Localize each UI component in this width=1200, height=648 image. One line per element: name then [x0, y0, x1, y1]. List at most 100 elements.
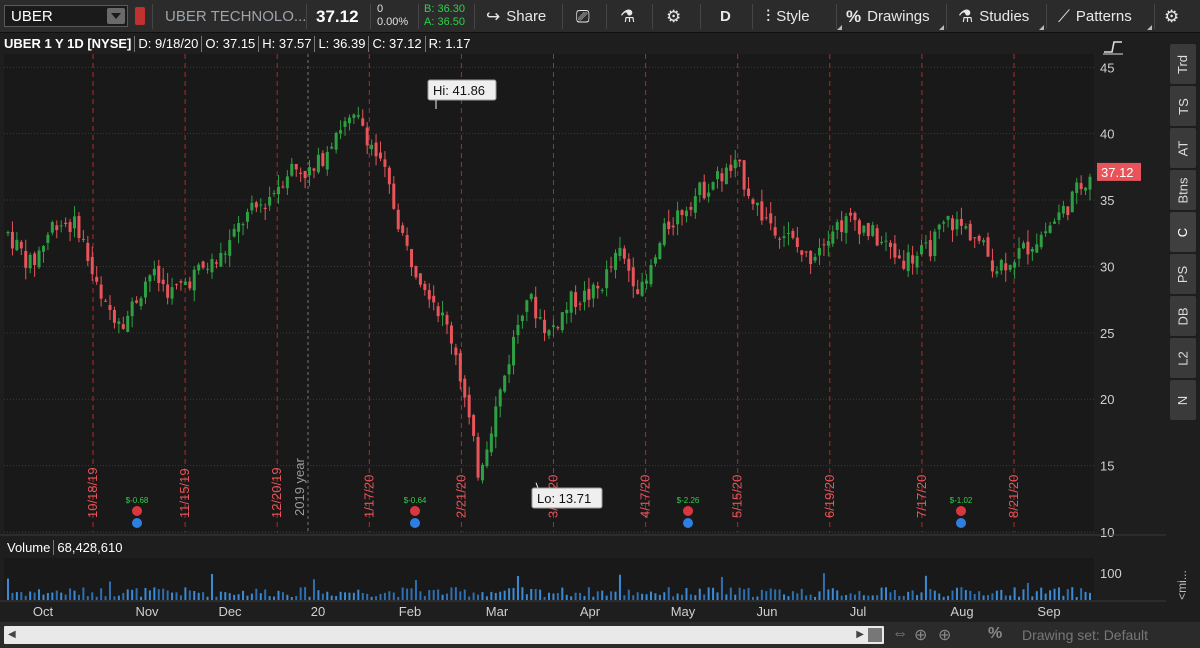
candle-body: [786, 232, 790, 234]
horizontal-scrollbar[interactable]: ◀ ▶: [4, 626, 884, 644]
chevron-down-icon[interactable]: [107, 8, 125, 24]
candle-body: [139, 298, 143, 307]
chart-symbol-desc: UBER 1 Y 1D [NYSE]: [4, 36, 136, 52]
volume-bar: [822, 573, 825, 600]
studies-button[interactable]: ⚗ Studies: [958, 0, 1046, 33]
candle-body: [99, 284, 103, 299]
tab-ps[interactable]: PS: [1170, 254, 1196, 294]
percent-icon[interactable]: %: [988, 625, 1003, 642]
crosshair-icon[interactable]: ⊕: [914, 627, 928, 644]
volume-bar: [308, 596, 311, 600]
flag-icon[interactable]: [135, 7, 145, 25]
tab-trd[interactable]: Trd: [1170, 44, 1196, 84]
candle-body: [1004, 263, 1008, 271]
volume-bar: [1062, 595, 1065, 600]
tab-n[interactable]: N: [1170, 380, 1196, 420]
aggregation-label: D: [720, 8, 731, 25]
volume-bar: [454, 587, 457, 600]
mini-panel-toggle[interactable]: <mi...: [1175, 570, 1190, 600]
tab-btns[interactable]: Btns: [1170, 170, 1196, 210]
volume-bar: [446, 593, 449, 600]
earnings-label: $-2.26: [677, 496, 700, 505]
candle-body: [809, 250, 813, 265]
scroll-right-icon[interactable]: ▶: [856, 629, 864, 640]
tab-ts[interactable]: TS: [1170, 86, 1196, 126]
x-month-label: Sep: [1037, 604, 1060, 619]
candle-body: [19, 241, 23, 249]
candle-body: [245, 211, 249, 222]
tab-at[interactable]: AT: [1170, 128, 1196, 168]
patterns-button[interactable]: ⟋ Patterns: [1058, 0, 1154, 33]
last-price-badge-label: 37.12: [1101, 165, 1134, 180]
candle-body: [999, 259, 1003, 271]
chart-settings-button[interactable]: ⚙: [1164, 0, 1185, 33]
candle-body: [711, 182, 715, 190]
candle-body: [857, 220, 861, 235]
volume-bar: [242, 590, 245, 600]
earnings-marker-icon[interactable]: [132, 506, 142, 516]
studies-label: Studies: [979, 8, 1030, 25]
price-panel[interactable]: [4, 54, 1094, 532]
drawing-set-label[interactable]: Drawing set: Default: [1022, 627, 1149, 643]
alerts-button[interactable]: ⎚: [576, 0, 596, 33]
dividend-marker-icon[interactable]: [132, 518, 142, 528]
style-button[interactable]: ⫶ Style: [766, 0, 844, 33]
volume-bar: [175, 592, 178, 600]
candle-body: [702, 181, 706, 199]
symbol-selector[interactable]: UBER: [4, 5, 128, 27]
aggregation-button[interactable]: D: [720, 0, 731, 33]
scroll-left-icon[interactable]: ◀: [8, 629, 16, 640]
candle-body: [206, 268, 210, 270]
candle-body: [498, 389, 502, 407]
volume-bar: [658, 594, 661, 600]
volume-bar: [1026, 582, 1029, 600]
volume-bar: [938, 593, 941, 600]
candle-body: [1061, 206, 1065, 214]
tab-l2[interactable]: L2: [1170, 338, 1196, 378]
volume-bar: [64, 594, 67, 600]
volume-bar: [104, 596, 107, 600]
earnings-marker-icon[interactable]: [683, 506, 693, 516]
x-month-label: Oct: [33, 604, 54, 619]
earnings-marker-icon[interactable]: [410, 506, 420, 516]
event-date-label: 2/21/20: [453, 475, 468, 518]
dividend-marker-icon[interactable]: [410, 518, 420, 528]
candle-body: [614, 252, 618, 270]
dividend-marker-icon[interactable]: [956, 518, 966, 528]
candle-body: [356, 115, 360, 117]
price-chart[interactable]: 10 15 20 25 30 35 40 45 Oct Nov Dec 20 Feb Mar Apr May J…: [0, 0, 1200, 622]
settings-button[interactable]: ⚙: [666, 0, 687, 33]
zoom-icon[interactable]: ⊕: [938, 627, 952, 644]
candle-body: [250, 202, 254, 211]
drawings-button[interactable]: % Drawings: [846, 0, 946, 33]
tab-c[interactable]: C: [1170, 212, 1196, 252]
year-marker-label: 2019 year: [292, 458, 307, 516]
expand-axis-icon[interactable]: [1100, 36, 1124, 56]
earnings-marker-icon[interactable]: [956, 506, 966, 516]
x-month-label: 20: [311, 604, 325, 619]
symbol-value[interactable]: UBER: [11, 8, 53, 25]
volume-bar: [743, 589, 746, 600]
volume-bar: [525, 594, 528, 600]
header-range: R: 1.17: [428, 36, 471, 51]
volume-bar: [876, 595, 879, 600]
volume-bar: [1075, 596, 1078, 600]
candle-body: [241, 224, 245, 226]
candle-body: [1039, 234, 1043, 248]
tab-db[interactable]: DB: [1170, 296, 1196, 336]
flask-button[interactable]: ⚗: [620, 0, 641, 33]
candle-body: [458, 353, 462, 382]
volume-bar: [543, 596, 546, 600]
volume-bar: [441, 594, 444, 600]
candle-body: [862, 225, 866, 233]
candle-body: [401, 225, 405, 233]
pan-icon[interactable]: ⇔: [892, 625, 908, 642]
candle-body: [538, 317, 542, 319]
scroll-thumb[interactable]: [868, 628, 882, 642]
volume-bar: [663, 592, 666, 600]
volume-bar: [295, 596, 298, 600]
volume-bar: [140, 596, 143, 600]
share-button[interactable]: ↪ Share: [486, 0, 546, 33]
volume-bar: [747, 587, 750, 600]
dividend-marker-icon[interactable]: [683, 518, 693, 528]
